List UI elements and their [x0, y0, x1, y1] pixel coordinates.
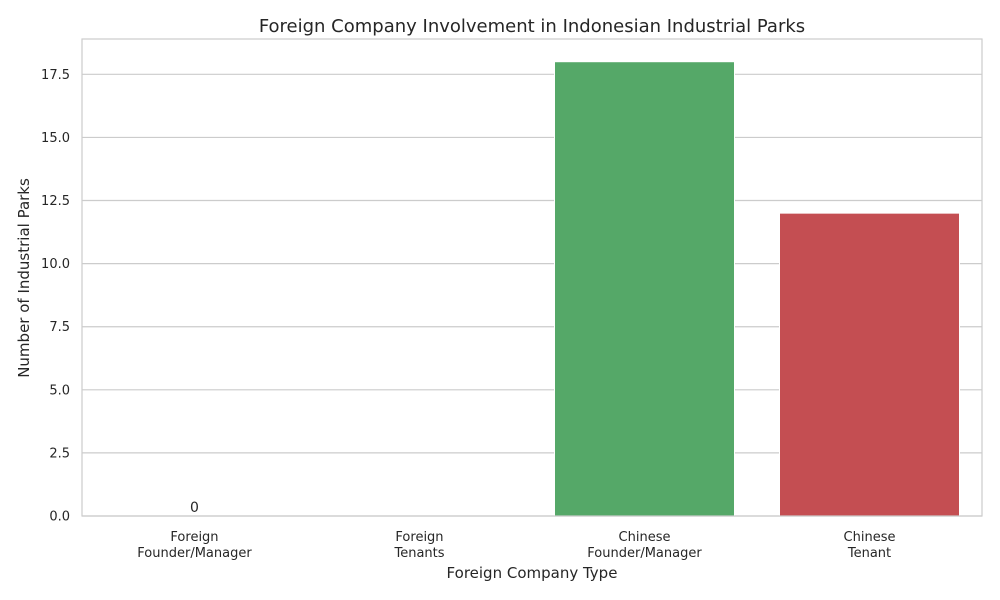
x-tick-label: Foreign Founder/Manager — [137, 530, 252, 561]
y-tick-label: 2.5 — [49, 446, 70, 461]
y-tick-label: 5.0 — [49, 383, 70, 398]
bar — [779, 212, 960, 517]
y-tick-label: 10.0 — [41, 257, 70, 272]
y-tick-label: 15.0 — [41, 131, 70, 146]
x-tick-label: Chinese Founder/Manager — [587, 530, 702, 561]
y-axis-label: Number of Industrial Parks — [15, 178, 33, 378]
data-label: 0 — [190, 500, 199, 516]
bar — [554, 61, 735, 517]
plot-frame — [81, 38, 983, 517]
y-tick-label: 0.0 — [49, 510, 70, 525]
x-axis-ticks: Foreign Founder/Manager Foreign Tenants Chin… — [137, 530, 895, 561]
data-labels: 0 — [190, 500, 199, 516]
y-tick-label: 12.5 — [41, 194, 70, 209]
x-tick-label: Chinese Tenant — [844, 530, 896, 561]
bars — [554, 61, 960, 517]
y-axis-ticks: 0.0 2.5 5.0 7.5 10.0 12.5 15.0 17.5 — [41, 68, 70, 525]
x-axis-label: Foreign Company Type — [447, 564, 618, 582]
grid-lines — [82, 73, 982, 517]
x-tick-label: Foreign Tenants — [393, 530, 444, 561]
y-tick-label: 17.5 — [41, 68, 70, 83]
chart-title: Foreign Company Involvement in Indonesia… — [259, 16, 805, 37]
y-tick-label: 7.5 — [49, 320, 70, 335]
